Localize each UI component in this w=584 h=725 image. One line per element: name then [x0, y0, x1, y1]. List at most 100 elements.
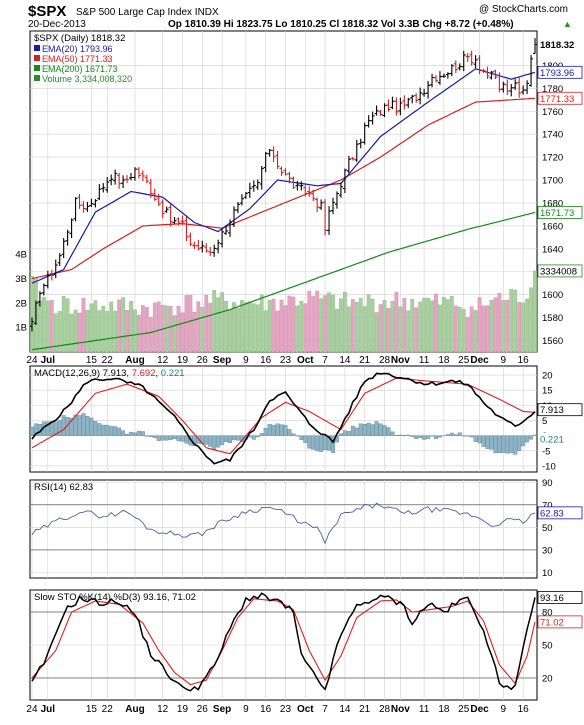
volume-bar: [144, 307, 149, 353]
macd-tick-label: 5: [542, 416, 547, 427]
macd-last-label-box: [538, 432, 582, 445]
bottom-x-tick-label: 9: [501, 704, 507, 715]
price-last-label-box: [537, 206, 583, 219]
volume-bar: [410, 299, 415, 353]
macd-histogram-bar: [228, 435, 233, 443]
volume-bar: [461, 308, 466, 353]
price-x-tick-label: Dec: [470, 355, 489, 366]
volume-bar: [343, 291, 347, 353]
macd-histogram-bar: [489, 435, 494, 450]
macd-histogram-bar: [307, 435, 312, 449]
volume-bar: [93, 300, 98, 353]
volume-bar: [493, 297, 498, 353]
macd-histogram-bar: [513, 435, 518, 455]
macd-title-part: ,: [126, 368, 131, 379]
volume-bar: [430, 300, 434, 353]
volume-bar: [358, 298, 363, 353]
volume-bar: [212, 289, 217, 353]
price-last-label: 1793.96: [540, 68, 574, 79]
macd-histogram-bar: [346, 431, 351, 436]
volume-bar: [220, 292, 224, 353]
macd-histogram-bar: [255, 435, 260, 438]
macd-histogram-bar: [168, 435, 173, 440]
volume-bar: [38, 300, 42, 353]
bottom-x-tick-label: 22: [102, 704, 114, 715]
sto-tick-label: 20: [542, 674, 553, 685]
macd-histogram-bar: [291, 433, 296, 436]
volume-bar: [521, 302, 526, 353]
sto-k-line: [31, 592, 536, 692]
macd-histogram-bar: [113, 426, 118, 436]
macd-histogram-bar: [220, 435, 225, 446]
macd-last-label-box: [537, 403, 583, 417]
macd-title-part: MACD(12,26,9): [34, 368, 103, 379]
rsi-tick-label: 50: [542, 523, 553, 534]
macd-histogram-bar: [176, 435, 181, 442]
volume-bar: [65, 298, 70, 353]
macd-histogram-bar: [493, 435, 498, 454]
price-last-label: 1771.33: [540, 94, 574, 105]
volume-bar: [113, 311, 118, 353]
volume-bar: [196, 301, 201, 353]
volume-last-label: 3334008: [540, 266, 577, 277]
volume-tick-label: 3B: [15, 274, 27, 285]
watermark: @ StockCharts.com: [479, 4, 568, 15]
quote-line: Op 1810.39 Hi 1823.75 Lo 1810.25 Cl 1818…: [168, 19, 514, 30]
volume-bar: [457, 306, 462, 353]
price-tick-label: 1600: [542, 290, 563, 301]
macd-histogram-bar: [303, 435, 308, 444]
bottom-x-tick-label: 7: [322, 704, 328, 715]
volume-bar: [398, 306, 403, 353]
bottom-x-tick-label: 14: [339, 704, 351, 715]
price-x-tick-label: 16: [260, 355, 272, 366]
macd-histogram-bar: [89, 417, 94, 436]
volume-bar: [485, 305, 490, 353]
volume-tick-label: 4B: [15, 250, 27, 261]
macd-histogram-bar: [33, 423, 38, 436]
macd-frame: [29, 365, 538, 473]
macd-histogram-bar: [342, 430, 347, 436]
price-x-tick-label: 23: [280, 355, 292, 366]
volume-bar: [251, 303, 256, 353]
macd-histogram-bar: [430, 435, 435, 437]
macd-histogram-bar: [477, 435, 482, 444]
macd-tick-label: 15: [542, 386, 553, 397]
bottom-x-tick-label: Nov: [391, 704, 410, 715]
volume-bar: [45, 300, 50, 353]
legend-swatch: [34, 45, 40, 51]
macd-histogram-bar: [53, 421, 58, 436]
macd-tick-label: -10: [542, 461, 556, 472]
volume-bar: [346, 306, 351, 353]
volume-bar: [362, 306, 367, 353]
macd-signal-line: [31, 377, 536, 455]
volume-bar: [271, 298, 276, 353]
macd-histogram-bar: [529, 435, 534, 440]
volume-bar: [30, 276, 34, 353]
price-tick-label: 1580: [542, 313, 563, 324]
volume-bar: [354, 301, 359, 353]
macd-histogram-bar: [180, 435, 185, 442]
volume-bar: [105, 311, 110, 353]
quote-up-arrow: ▲: [563, 19, 572, 29]
price-panel: 1560158016001620164016601680170017201740…: [15, 30, 583, 366]
volume-bar: [101, 305, 106, 353]
macd-title-part: 0.221: [161, 368, 185, 379]
volume-bar: [517, 302, 522, 353]
price-x-tick-label: 14: [339, 355, 351, 366]
chart-title: $SPX: [28, 3, 66, 20]
volume-bar: [307, 290, 312, 353]
macd-histogram-bar: [29, 426, 34, 436]
volume-bar: [505, 299, 510, 353]
macd-histogram-bar: [283, 425, 288, 436]
macd-histogram-bar: [156, 435, 161, 441]
volume-bar: [224, 301, 228, 353]
macd-histogram-bar: [382, 425, 387, 436]
volume-bar: [283, 305, 288, 353]
macd-histogram-bar: [434, 435, 438, 440]
ema20-line: [31, 68, 536, 284]
macd-histogram-bar: [315, 435, 320, 452]
price-x-tick-label: Nov: [391, 355, 410, 366]
macd-histogram-bar: [505, 435, 510, 454]
volume-last-label-box: [537, 264, 583, 278]
sto-last-label-box: [537, 615, 583, 629]
